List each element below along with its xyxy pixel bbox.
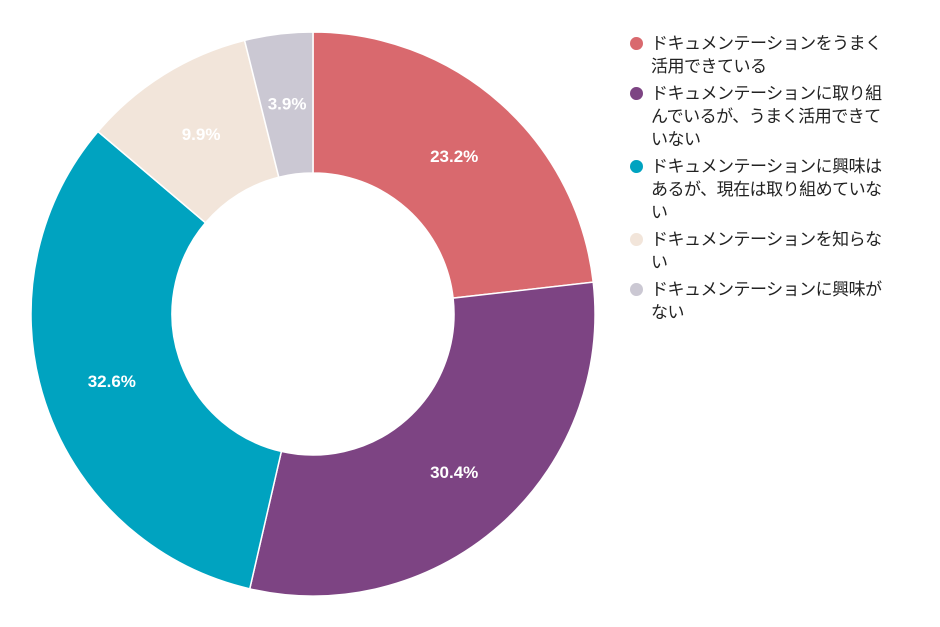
donut-slice xyxy=(30,130,283,590)
legend-marker xyxy=(630,87,643,100)
legend-label: ドキュメンテーションに興味はあるが、現在は取り組めていない xyxy=(651,157,882,222)
legend-marker xyxy=(630,233,643,246)
legend-marker xyxy=(630,283,643,296)
legend-label: ドキュメンテーションに取り組んでいるが、うまく活用できていない xyxy=(651,84,882,149)
data-label: 30.4% xyxy=(430,463,478,482)
legend-item: ドキュメンテーションをうまく活用できている xyxy=(630,32,900,78)
data-label: 32.6% xyxy=(88,372,136,391)
legend-marker xyxy=(630,160,643,173)
legend-item: ドキュメンテーションに取り組んでいるが、うまく活用できていない xyxy=(630,82,900,151)
legend-marker xyxy=(630,37,643,50)
legend: ドキュメンテーションをうまく活用できている ドキュメンテーションに取り組んでいる… xyxy=(630,32,900,328)
data-label: 9.9% xyxy=(182,125,221,144)
data-label: 23.2% xyxy=(430,147,478,166)
donut-slice xyxy=(312,31,595,299)
legend-label: ドキュメンテーションをうまく活用できている xyxy=(651,34,882,76)
data-label: 3.9% xyxy=(268,95,307,114)
legend-item: ドキュメンテーションを知らない xyxy=(630,228,900,274)
donut-slice xyxy=(248,281,596,597)
legend-item: ドキュメンテーションに興味はあるが、現在は取り組めていない xyxy=(630,155,900,224)
legend-label: ドキュメンテーションに興味がない xyxy=(651,280,882,322)
donut-slice xyxy=(243,31,314,179)
legend-item: ドキュメンテーションに興味がない xyxy=(630,278,900,324)
legend-label: ドキュメンテーションを知らない xyxy=(651,230,882,272)
donut-chart: 23.2% 30.4% 32.6% 9.9% 3.9% xyxy=(30,31,596,597)
